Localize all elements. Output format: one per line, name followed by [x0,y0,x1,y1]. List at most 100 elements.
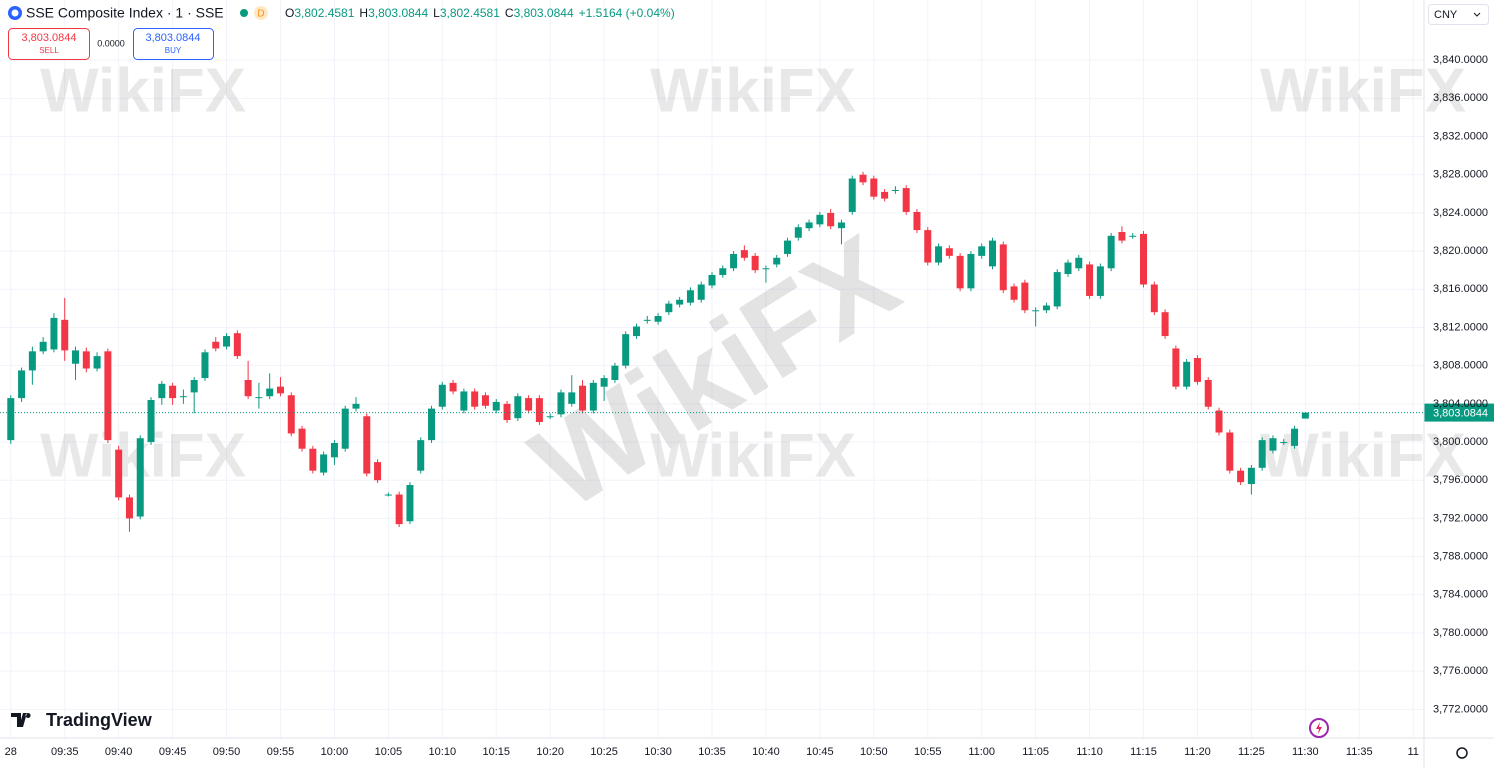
ohlc-key: L [433,6,440,20]
spread: 0.0000 [97,38,125,48]
candle-body [546,416,554,418]
candle-body [147,400,155,443]
candle-body [589,382,597,411]
x-tick-label: 11:00 [968,746,995,758]
candle-body [481,395,489,406]
ohlc-value: 3,802.4581 [294,6,354,20]
y-tick-label: 3,812.0000 [1433,321,1488,333]
candle-body [104,351,112,441]
settings-icon[interactable] [1456,747,1468,759]
candle-body [686,290,694,303]
y-tick-label: 3,820.0000 [1433,245,1488,257]
symbol-icon [11,9,19,17]
candle-body [1086,264,1094,296]
candle-body [460,391,468,411]
candle-body [169,385,177,399]
x-tick-label: 10:10 [429,746,457,758]
candle-body [697,284,705,300]
candle-body [471,391,479,407]
y-tick-label: 3,804.0000 [1433,398,1488,410]
candle-body [255,397,263,399]
candle-body [719,268,727,275]
candle-body [7,398,15,441]
y-tick-label: 3,772.0000 [1433,703,1488,715]
x-tick-label: 10:30 [644,746,672,758]
candle-body [50,317,58,350]
x-tick-label: 11:30 [1292,746,1319,758]
candle-body [39,341,47,352]
candle-body [395,494,403,525]
candle-body [492,401,500,411]
x-tick-label: 09:40 [105,746,133,758]
watermarks: WikiFXWikiFXWikiFXWikiFXWikiFXWikiFXWiki… [40,56,1466,534]
x-tick-label: 11:25 [1238,746,1265,758]
candle-body [406,484,414,522]
candle-body [1258,440,1266,468]
candle-body [1021,282,1029,311]
y-tick-label: 3,788.0000 [1433,551,1488,563]
candle-body [1064,262,1072,275]
sell-label: SELL [39,46,59,55]
candle-body [827,212,835,227]
candle-body [643,319,651,321]
candle-body [913,211,921,231]
x-tick-label: 10:55 [914,746,942,758]
candle-body [611,365,619,380]
y-tick-label: 3,792.0000 [1433,512,1488,524]
x-tick-label: 11 [1408,746,1419,758]
x-tick-label: 09:45 [159,746,187,758]
candle-body [93,356,101,369]
candle-body [1204,379,1212,407]
y-tick-label: 3,824.0000 [1433,207,1488,219]
candle-body [999,244,1007,291]
candle-body [330,442,338,458]
candle-body [837,222,845,229]
candle-body [320,454,328,473]
candle-body [967,253,975,289]
last-price-box [1424,403,1494,422]
symbol-title[interactable]: SSE Composite Index · 1 · SSE [26,5,224,21]
candle-body [859,174,867,183]
candle-body [384,494,392,496]
buy-label: BUY [165,46,182,55]
candle-body [61,319,69,351]
candle-body [579,385,587,411]
sell-button[interactable] [8,28,90,60]
candle-body [514,396,522,419]
candle-body [223,336,231,347]
x-tick-label: 09:55 [267,746,295,758]
candle-body [945,248,953,256]
x-tick-label: 11:35 [1346,746,1373,758]
candles [7,171,1309,532]
y-tick-label: 3,832.0000 [1433,130,1488,142]
candle-body [1237,470,1245,483]
buy-button[interactable] [133,28,214,60]
candle-body [374,462,382,481]
x-tick-label: 28 [5,746,17,758]
candle-body [438,384,446,407]
candle-body [632,326,640,337]
candle-body [1075,257,1083,269]
x-tick-label: 10:05 [375,746,403,758]
status-dot [240,9,248,17]
lightning-icon[interactable] [1309,718,1329,738]
candle-body [762,268,770,270]
currency-button[interactable] [1428,4,1489,25]
x-tick-label: 10:25 [590,746,618,758]
lightning-icon [1316,722,1322,734]
logo-text: TradingView [46,710,153,730]
candle-body [136,438,144,517]
x-tick-label: 10:00 [321,746,349,758]
candle-body [784,240,792,254]
candle-body [622,334,630,366]
candle-body [902,188,910,212]
candle-body [1291,428,1299,446]
x-tick-label: 10:40 [752,746,780,758]
candle-body [417,440,425,471]
last-price-label: 3,803.0844 [1433,407,1488,419]
candle-body [881,191,889,199]
buy-price: 3,803.0844 [145,32,200,44]
candle-body [1129,235,1137,237]
candle-body [158,383,166,399]
candle-body [751,255,759,271]
